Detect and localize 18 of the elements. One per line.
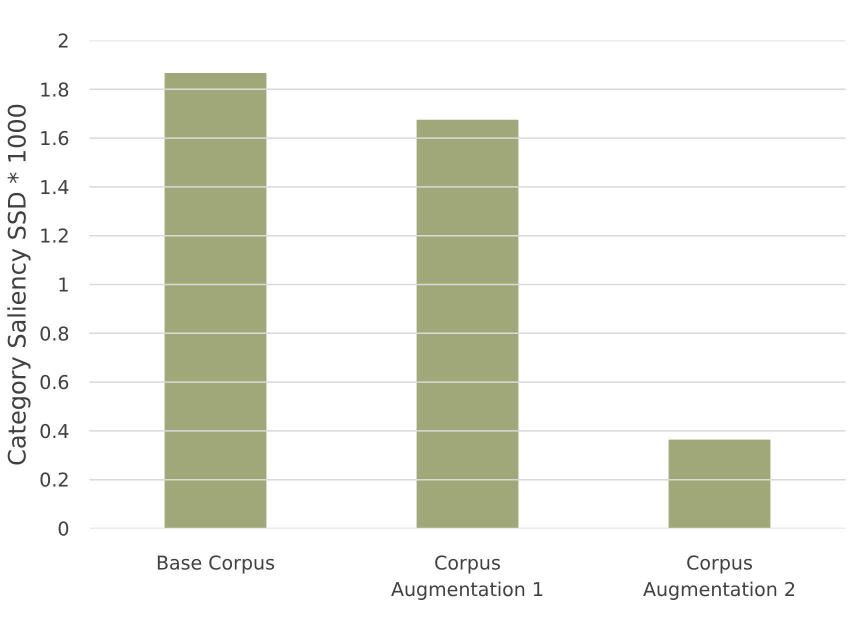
y-tick-label: 1.2 (39, 226, 70, 248)
y-tick-label: 0.2 (39, 470, 70, 492)
x-tick-label: Corpus Augmentation 2 (643, 552, 796, 601)
y-tick-label: 1.6 (39, 128, 70, 150)
y-tick-label: 2 (57, 30, 70, 52)
y-tick-label: 0.6 (39, 372, 70, 394)
bar (164, 72, 266, 528)
y-tick-label: 1.4 (39, 176, 70, 199)
x-tick-label: Corpus Augmentation 1 (391, 552, 544, 601)
y-tick-label: 0 (57, 518, 70, 540)
y-tick-label: 1 (57, 274, 70, 296)
y-tick-label: 0.8 (39, 323, 70, 346)
y-axis-title: Category Saliency SSD * 1000 (3, 103, 32, 466)
y-tick-label: 1.8 (39, 79, 70, 102)
x-tick-label: Base Corpus (156, 552, 276, 574)
y-tick-label: 0.4 (39, 420, 70, 443)
bar (416, 120, 518, 528)
bar (668, 440, 770, 528)
